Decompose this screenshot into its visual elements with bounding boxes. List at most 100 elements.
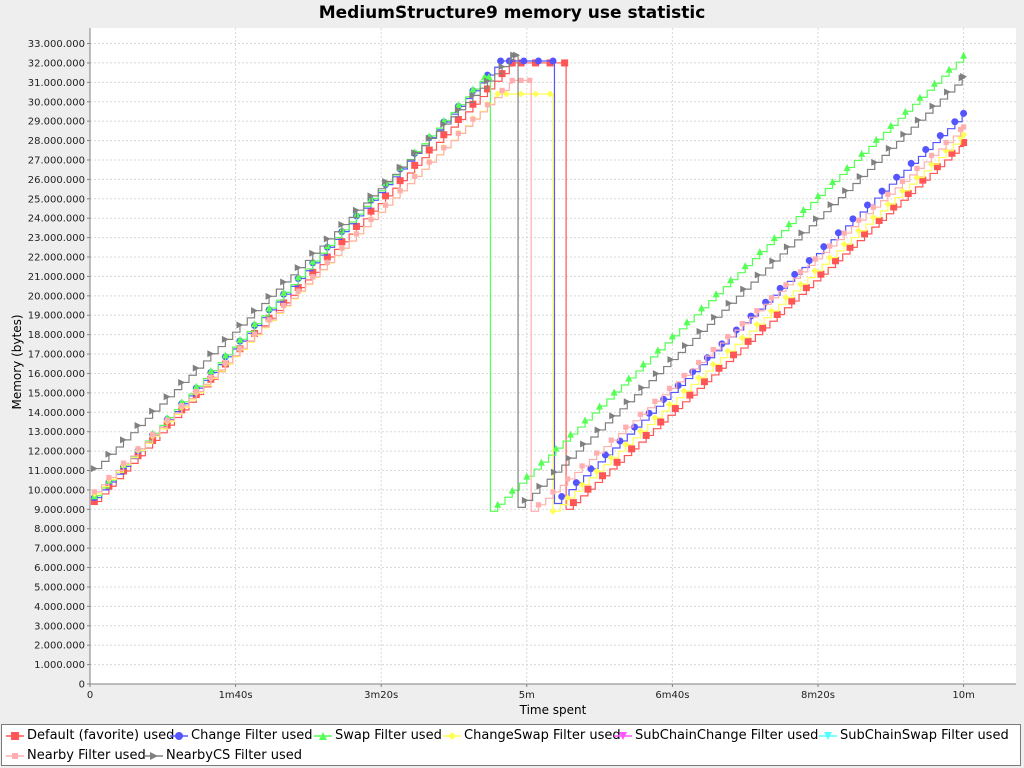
data-point-marker — [759, 324, 767, 332]
legend-swatch — [6, 753, 24, 759]
data-point-marker — [824, 732, 832, 740]
data-point-marker — [913, 173, 921, 181]
data-point-marker — [855, 227, 863, 235]
data-point-marker — [564, 476, 571, 482]
data-point-marker — [178, 378, 186, 386]
data-point-marker — [251, 331, 258, 337]
data-point-marker — [616, 437, 624, 445]
data-point-marker — [890, 203, 898, 211]
data-point-marker — [695, 374, 703, 382]
data-point-marker — [712, 290, 720, 298]
data-point-marker — [309, 249, 317, 257]
data-point-marker — [930, 79, 938, 87]
data-point-marker — [280, 288, 288, 296]
data-point-marker — [725, 333, 731, 340]
data-point-marker — [914, 116, 922, 124]
data-point-marker — [578, 481, 586, 489]
data-point-marker — [319, 732, 327, 740]
data-point-marker — [594, 450, 600, 456]
y-tick-label: 31.000.000 — [28, 78, 85, 89]
legend-label: Change Filter used — [191, 728, 313, 743]
data-point-marker — [811, 267, 819, 275]
data-point-marker — [944, 88, 952, 96]
data-point-marker — [454, 115, 462, 123]
data-point-marker — [960, 139, 968, 147]
data-point-marker — [686, 391, 694, 399]
data-point-marker — [338, 221, 346, 229]
data-point-marker — [842, 187, 850, 195]
data-point-marker — [827, 243, 833, 249]
series-7 — [90, 51, 968, 508]
data-point-marker — [499, 87, 505, 94]
data-point-marker — [863, 201, 871, 209]
data-point-marker — [753, 320, 761, 328]
data-point-marker — [948, 149, 956, 157]
data-point-marker — [310, 274, 316, 280]
data-point-marker — [756, 248, 764, 256]
data-point-marker — [798, 229, 806, 237]
series-6 — [91, 77, 967, 512]
data-point-marker — [549, 507, 557, 515]
data-point-marker — [870, 204, 876, 210]
data-point-marker — [943, 139, 949, 146]
data-point-marker — [797, 280, 805, 288]
data-point-marker — [645, 409, 653, 417]
data-point-marker — [105, 450, 113, 458]
y-tick-label: 2.000.000 — [34, 641, 85, 652]
data-point-marker — [382, 202, 389, 208]
data-point-marker — [497, 57, 505, 65]
data-point-marker — [820, 243, 828, 251]
data-point-marker — [827, 201, 835, 209]
data-point-marker — [579, 463, 585, 469]
data-point-marker — [785, 220, 793, 228]
data-point-marker — [207, 367, 215, 375]
y-tick-label: 28.000.000 — [28, 136, 85, 147]
data-point-marker — [872, 135, 880, 143]
data-point-marker — [929, 102, 937, 110]
y-tick-label: 33.000.000 — [28, 39, 85, 50]
data-point-marker — [738, 334, 746, 342]
data-point-marker — [485, 73, 493, 81]
x-axis-label: Time spent — [519, 703, 587, 717]
data-point-marker — [537, 458, 545, 466]
data-point-marker — [773, 310, 781, 318]
data-point-marker — [294, 273, 302, 281]
y-axis-label: Memory (bytes) — [10, 314, 24, 409]
data-point-marker — [149, 407, 157, 415]
data-point-marker — [448, 732, 456, 740]
x-tick-label: 5m — [519, 690, 535, 701]
data-point-marker — [565, 454, 573, 462]
data-point-marker — [843, 163, 851, 171]
y-tick-label: 15.000.000 — [28, 388, 85, 399]
data-point-marker — [960, 73, 968, 81]
data-point-marker — [11, 732, 19, 740]
legend-swatch — [170, 732, 188, 740]
data-point-marker — [280, 278, 288, 286]
data-point-marker — [222, 360, 229, 366]
data-point-marker — [581, 416, 589, 424]
y-tick-label: 9.000.000 — [34, 505, 85, 516]
data-point-marker — [484, 102, 491, 108]
data-point-marker — [521, 496, 529, 504]
data-point-marker — [740, 285, 748, 293]
data-point-marker — [928, 152, 935, 159]
data-point-marker — [596, 402, 604, 410]
data-point-marker — [520, 57, 528, 65]
y-tick-label: 14.000.000 — [28, 408, 85, 419]
data-point-marker — [710, 346, 716, 353]
y-tick-label: 19.000.000 — [28, 311, 85, 322]
data-point-marker — [534, 57, 542, 65]
data-point-marker — [558, 493, 566, 501]
data-point-marker — [709, 360, 717, 368]
data-point-marker — [265, 304, 273, 312]
data-point-marker — [683, 318, 691, 326]
data-point-marker — [580, 440, 588, 448]
y-tick-label: 3.000.000 — [34, 621, 85, 632]
data-point-marker — [831, 257, 839, 265]
data-point-marker — [791, 270, 799, 278]
legend-label: SubChainSwap Filter used — [840, 728, 1009, 743]
data-point-marker — [207, 350, 215, 358]
y-tick-label: 1.000.000 — [34, 660, 85, 671]
data-point-marker — [782, 294, 790, 302]
y-tick-label: 0 — [79, 680, 85, 691]
